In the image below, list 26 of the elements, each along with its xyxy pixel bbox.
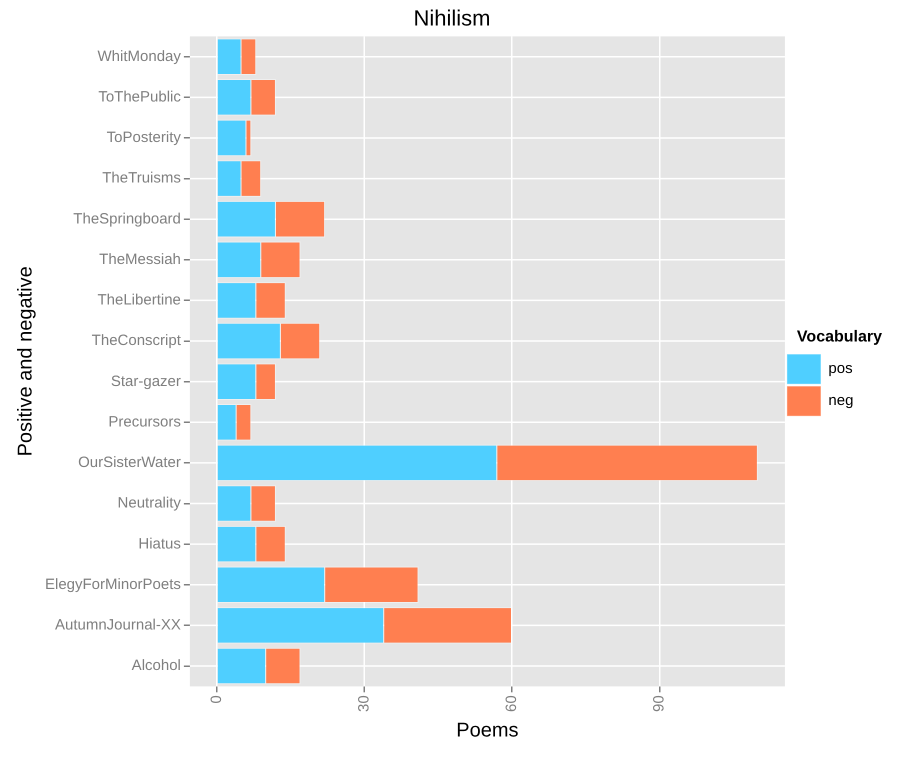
- y-tick-label: TheConscript: [92, 332, 182, 350]
- x-axis-title: Poems: [456, 720, 519, 742]
- legend-label: pos: [828, 360, 853, 378]
- chart-title: Nihilism: [414, 5, 490, 30]
- y-axis-title: Positive and negative: [14, 266, 37, 456]
- y-tick-label: ToPosterity: [106, 129, 182, 146]
- y-tick-label: ToThePublic: [98, 88, 182, 106]
- y-tick-label: Precursors: [108, 413, 181, 430]
- y-tick-label: Alcohol: [132, 657, 181, 674]
- y-tick-label: WhitMonday: [98, 48, 182, 65]
- x-tick-label: 0: [208, 695, 226, 704]
- y-tick-label: TheTruisms: [102, 170, 181, 187]
- y-tick-label: Hiatus: [138, 535, 181, 552]
- y-tick-label: TheMessiah: [99, 250, 181, 268]
- y-tick-label: Star-gazer: [110, 372, 181, 390]
- x-tick-label: 60: [503, 695, 520, 712]
- x-tick-label: 30: [356, 695, 373, 712]
- legend-label: neg: [828, 392, 854, 410]
- y-tick-label: AutumnJournal-XX: [54, 616, 181, 634]
- y-tick-label: ElegyForMinorPoets: [44, 576, 181, 593]
- y-tick-label: OurSisterWater: [78, 454, 181, 472]
- y-tick-label: TheLibertine: [97, 292, 181, 309]
- legend-title: Vocabulary: [796, 328, 882, 346]
- y-tick-label: TheSpringboard: [73, 210, 181, 228]
- x-tick-label: 90: [650, 695, 668, 712]
- y-tick-label: Neutrality: [118, 494, 182, 512]
